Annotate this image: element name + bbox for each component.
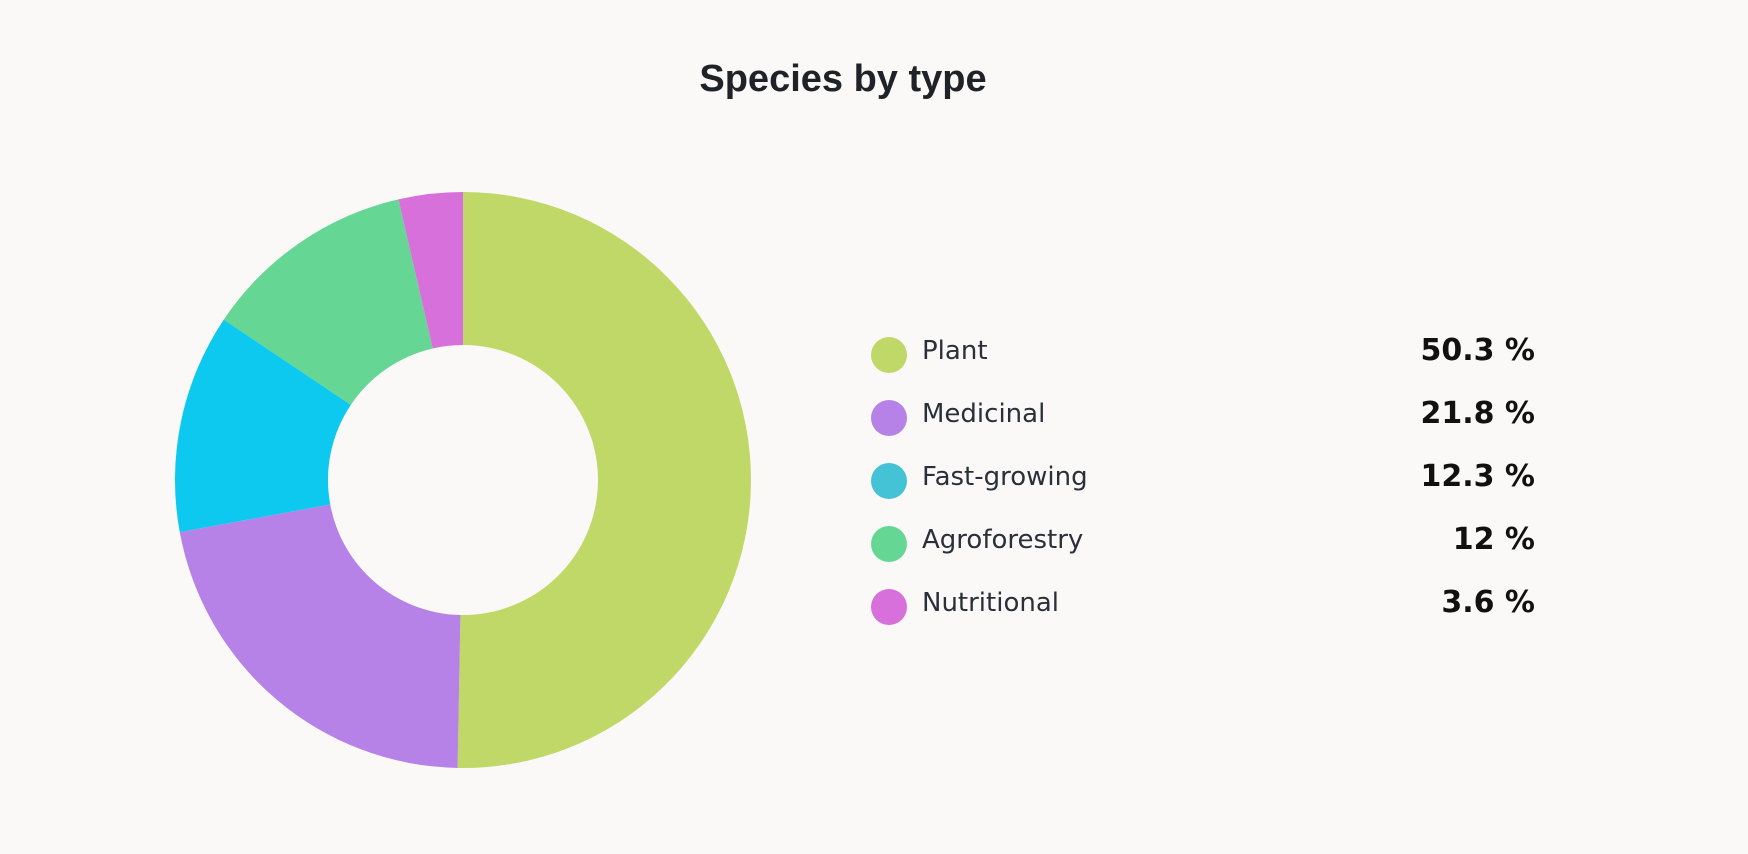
legend-value: 12.3 % (1420, 459, 1535, 494)
legend-item-nutritional[interactable]: Nutritional 3.6 % (871, 576, 1535, 639)
legend-item-medicinal[interactable]: Medicinal 21.8 % (871, 387, 1535, 450)
legend-item-plant[interactable]: Plant 50.3 % (871, 324, 1535, 387)
legend-swatch-icon (871, 400, 907, 436)
legend: Plant 50.3 % Medicinal 21.8 % Fast-growing 12… (871, 324, 1535, 639)
legend-value: 50.3 % (1420, 333, 1535, 368)
legend-label: Fast-growing (922, 462, 1088, 492)
legend-value: 12 % (1452, 522, 1535, 557)
legend-swatch-icon (871, 337, 907, 373)
legend-item-fast-growing[interactable]: Fast-growing 12.3 % (871, 450, 1535, 513)
legend-value: 3.6 % (1441, 585, 1535, 620)
legend-label: Agroforestry (922, 525, 1084, 555)
donut-slice-agroforestry[interactable] (223, 199, 433, 405)
donut-slice-nutritional[interactable] (398, 192, 463, 349)
legend-label: Medicinal (922, 399, 1046, 429)
legend-label: Plant (922, 336, 988, 366)
legend-swatch-icon (871, 463, 907, 499)
donut-slice-medicinal[interactable] (179, 504, 461, 768)
legend-item-agroforestry[interactable]: Agroforestry 12 % (871, 513, 1535, 576)
legend-value: 21.8 % (1420, 396, 1535, 431)
donut-slice-fast-growing[interactable] (174, 319, 351, 533)
legend-swatch-icon (871, 526, 907, 562)
legend-swatch-icon (871, 589, 907, 625)
chart-title: Species by type (699, 58, 987, 100)
donut-slice-plant[interactable] (457, 192, 751, 768)
legend-label: Nutritional (922, 588, 1059, 618)
